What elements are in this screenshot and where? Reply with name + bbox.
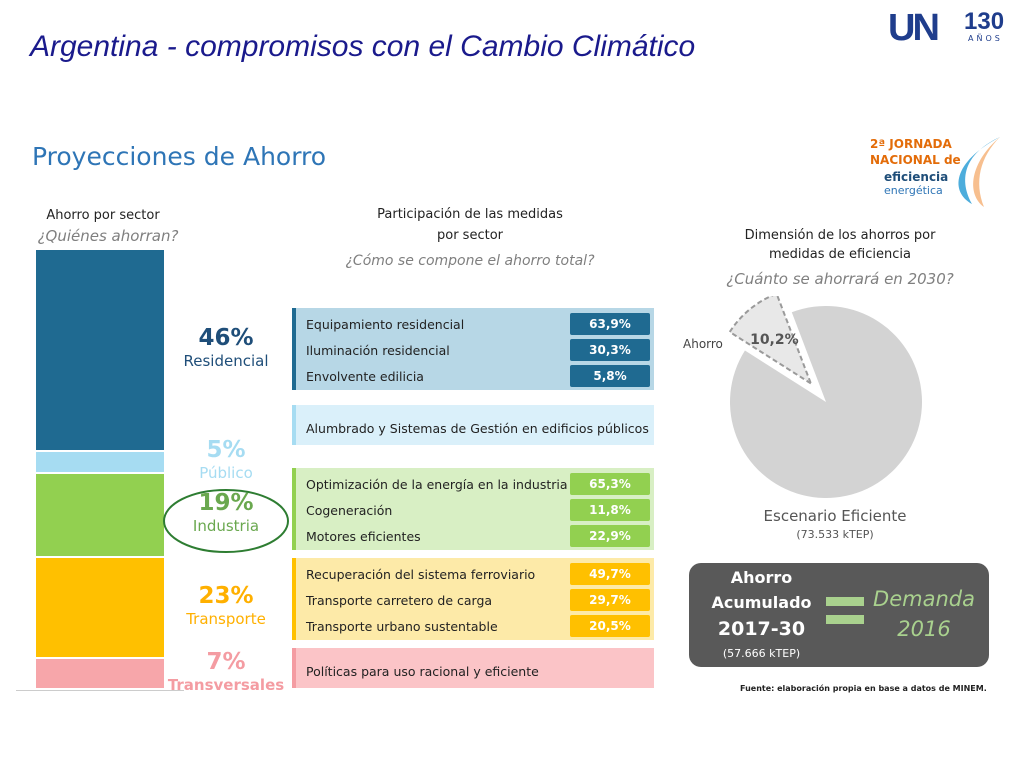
equals-bar <box>826 597 864 606</box>
measure-label: Políticas para uso racional y eficiente <box>306 664 539 679</box>
acumulado-line-2: Acumulado <box>711 593 812 612</box>
segment-category-label: Residencial <box>183 352 269 371</box>
measure-group-industria: Optimización de la energía en la industr… <box>292 468 654 550</box>
acumulado-line-1: Ahorro <box>730 568 793 587</box>
group-bracket <box>292 308 296 390</box>
measure-value-badge: 20,5% <box>570 615 650 637</box>
measure-label: Transporte urbano sustentable <box>306 619 498 634</box>
stacked-bar-segment-público <box>36 452 164 473</box>
measure-value-badge: 49,7% <box>570 563 650 585</box>
right-panel-title-1: Dimensión de los ahorros por <box>744 228 936 243</box>
segment-value-label: 5% <box>206 437 246 464</box>
segment-category-label: Transversales <box>167 675 285 694</box>
measure-group-transversales: Políticas para uso racional y eficiente <box>292 648 654 688</box>
segment-value-label: 7% <box>206 648 246 675</box>
measure-value-badge: 22,9% <box>570 525 650 547</box>
logo-number: 130 <box>964 8 1005 35</box>
group-bracket <box>292 468 296 550</box>
stacked-bar-segment-industria <box>36 474 164 556</box>
logo: UN 130 AÑOS <box>888 8 1018 48</box>
stacked-bar-segment-transversales <box>36 659 164 688</box>
measure-value-badge: 5,8% <box>570 365 650 387</box>
measure-group-transporte: Recuperación del sistema ferroviario 49,7… <box>292 558 654 640</box>
equals-bar <box>826 615 864 624</box>
group-bracket <box>292 648 296 688</box>
segment-category-label: Transporte <box>186 609 266 628</box>
stacked-bar-labels: 46% Residencial 5% Público 19% Industria 23% Tr… <box>166 250 286 693</box>
pie-slice-ahorro <box>728 296 813 386</box>
slide-title: Argentina - compromisos con el Cambio Cl… <box>30 30 696 63</box>
middle-panel-question: ¿Cómo se compone el ahorro total? <box>345 253 595 269</box>
right-panel-title-2: medidas de eficiencia <box>769 247 911 262</box>
measure-value-badge: 11,8% <box>570 499 650 521</box>
demanda-line-2: 2016 <box>897 617 951 641</box>
measure-label: Alumbrado y Sistemas de Gestión en edifi… <box>306 421 649 436</box>
measure-value-badge: 65,3% <box>570 473 650 495</box>
measure-label: Envolvente edilicia <box>306 369 424 384</box>
measure-group-público: Alumbrado y Sistemas de Gestión en edifi… <box>292 405 654 445</box>
measure-value-badge: 29,7% <box>570 589 650 611</box>
measure-label: Equipamiento residencial <box>306 317 465 332</box>
stacked-bar-segment-transporte <box>36 558 164 658</box>
pie-slice-label: 10,2% <box>750 332 799 348</box>
pie-caption-sub: (73.533 kTEP) <box>796 528 874 541</box>
section-title: Proyecciones de Ahorro <box>32 142 327 171</box>
segment-value-label: 19% <box>198 490 254 517</box>
flame-icon <box>958 137 1000 207</box>
acumulado-line-3: 2017-30 <box>717 618 806 640</box>
jornada-logo: 2ª JORNADA NACIONAL de eficiencia energé… <box>862 132 1007 212</box>
logo-mark: UN <box>888 7 940 49</box>
segment-value-label: 23% <box>198 582 254 609</box>
pie-caption: Escenario Eficiente <box>763 507 907 525</box>
stacked-bar-frame <box>16 248 184 691</box>
middle-panel-title-1: Participación de las medidas <box>377 207 563 222</box>
demanda-line-1: Demanda <box>873 587 975 611</box>
logo-subtitle: AÑOS <box>968 34 1003 43</box>
jornada-line-2: NACIONAL de <box>870 153 961 167</box>
equals-sign-icon <box>826 597 864 631</box>
right-panel-question: ¿Cuánto se ahorrará en 2030? <box>726 270 954 288</box>
industria-highlight-ellipse <box>163 489 289 553</box>
left-panel-title: Ahorro por sector <box>46 208 160 223</box>
measure-label: Motores eficientes <box>306 529 421 544</box>
measure-label: Transporte carretero de carga <box>306 593 493 608</box>
ahorro-acumulado-box: Ahorro Acumulado 2017-30 (57.666 kTEP) D… <box>689 563 989 667</box>
measure-label: Iluminación residencial <box>306 343 450 358</box>
left-panel-question: ¿Quiénes ahorran? <box>37 227 179 245</box>
stacked-bar-segment-residencial <box>36 250 164 451</box>
middle-panel-title-2: por sector <box>437 228 503 243</box>
group-bracket <box>292 558 296 640</box>
jornada-line-1: 2ª JORNADA <box>870 137 952 151</box>
pie-slice-escenario-eficiente <box>730 306 922 498</box>
measure-label: Optimización de la energía en la industr… <box>306 477 568 492</box>
jornada-line-3: eficiencia <box>884 170 949 184</box>
measure-group-residencial: Equipamiento residencial 63,9% Iluminación… <box>292 308 654 390</box>
group-bracket <box>292 405 296 445</box>
segment-category-label: Público <box>199 464 253 483</box>
jornada-line-4: energética <box>884 184 943 197</box>
acumulado-line-4: (57.666 kTEP) <box>722 647 801 660</box>
pie-chart: 10,2% <box>728 296 922 498</box>
source-note: Fuente: elaboración propia en base a dat… <box>740 684 987 693</box>
stacked-bar <box>36 250 164 690</box>
measure-label: Recuperación del sistema ferroviario <box>306 567 536 582</box>
segment-category-label: Industria <box>192 517 260 536</box>
segment-value-label: 46% <box>198 325 254 352</box>
measure-value-badge: 30,3% <box>570 339 650 361</box>
measure-label: Cogeneración <box>306 503 393 518</box>
measure-value-badge: 63,9% <box>570 313 650 335</box>
pie-ahorro-label: Ahorro <box>683 337 723 351</box>
